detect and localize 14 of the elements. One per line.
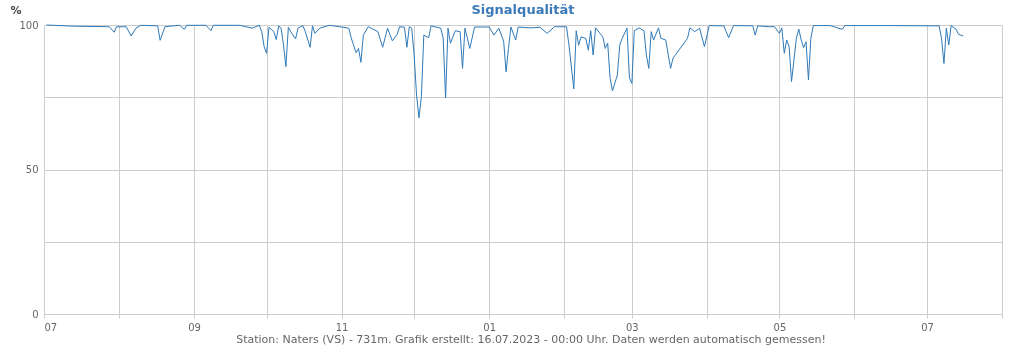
- x-tick-label: 03: [626, 321, 639, 333]
- y-tick-label: 100: [19, 19, 39, 31]
- x-tick-label: 09: [188, 321, 201, 333]
- text: Station: Naters (VS) - 731m. Grafik erstellt: 16.07.2023 - 00:00 Uhr. Daten werden automatisch gemessen!: [236, 333, 826, 346]
- y-tick-label: 50: [25, 164, 39, 175]
- x-tick-label: 11: [335, 321, 349, 333]
- y-axis-title: %: [10, 3, 22, 17]
- chart-title: Signalqualität: [471, 2, 575, 17]
- x-tick-label: 01: [483, 321, 496, 333]
- x-tick-label: 05: [773, 321, 787, 333]
- x-tick-label: 07: [44, 321, 58, 333]
- y-tick-label: 0: [32, 308, 39, 320]
- x-tick-label: 07: [921, 321, 934, 333]
- line-series: [45, 24, 964, 119]
